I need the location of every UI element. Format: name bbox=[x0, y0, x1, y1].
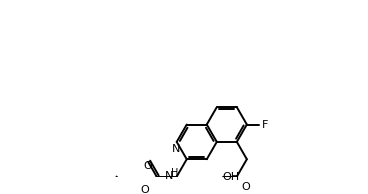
Text: F: F bbox=[262, 120, 268, 130]
Text: N: N bbox=[165, 171, 174, 181]
Text: O: O bbox=[141, 185, 149, 194]
Text: N: N bbox=[171, 144, 180, 154]
Text: O: O bbox=[241, 182, 250, 192]
Text: O: O bbox=[144, 161, 152, 171]
Text: H: H bbox=[171, 168, 178, 178]
Text: OH: OH bbox=[222, 171, 240, 182]
